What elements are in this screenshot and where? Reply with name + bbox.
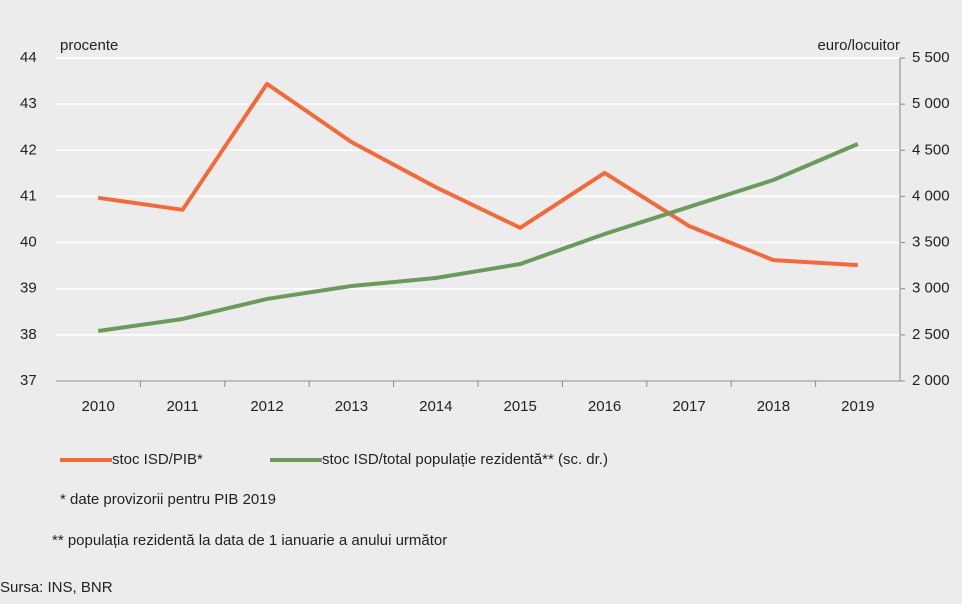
x-tick-label: 2013 <box>335 398 368 415</box>
y-tick-label: 42 <box>20 141 37 158</box>
y-tick-label: 41 <box>20 187 37 204</box>
chart: procente euro/locuitor * date provizorii… <box>0 0 962 604</box>
note: * date provizorii pentru PIB 2019 <box>60 491 276 508</box>
x-tick-label: 2018 <box>757 398 790 415</box>
x-tick-label: 2010 <box>82 398 115 415</box>
x-tick-label: 2015 <box>504 398 537 415</box>
y2-tick-label: 5 500 <box>912 49 950 66</box>
y2-axis-label: euro/locuitor <box>817 37 900 54</box>
x-tick-label: 2012 <box>250 398 283 415</box>
x-tick-label: 2016 <box>588 398 621 415</box>
y-tick-label: 39 <box>20 280 37 297</box>
y-tick-label: 44 <box>20 49 37 66</box>
x-tick-label: 2019 <box>841 398 874 415</box>
legend-label: stoc ISD/PIB* <box>112 451 203 468</box>
note: ** populația rezidentă la data de 1 ianu… <box>52 532 447 549</box>
y2-tick-label: 4 000 <box>912 187 950 204</box>
y2-tick-label: 4 500 <box>912 141 950 158</box>
y-tick-label: 37 <box>20 372 37 389</box>
y-tick-label: 43 <box>20 95 37 112</box>
y2-tick-label: 2 000 <box>912 372 950 389</box>
y2-tick-label: 3 000 <box>912 280 950 297</box>
background <box>0 0 962 604</box>
x-tick-label: 2014 <box>419 398 452 415</box>
y-tick-label: 40 <box>20 234 37 251</box>
legend-label: stoc ISD/total populație rezidentă** (sc… <box>322 451 608 468</box>
y-tick-label: 38 <box>20 326 37 343</box>
y2-tick-label: 5 000 <box>912 95 950 112</box>
y2-tick-label: 3 500 <box>912 234 950 251</box>
x-tick-label: 2017 <box>672 398 705 415</box>
source: Sursa: INS, BNR <box>0 579 113 596</box>
y-axis-label: procente <box>60 37 118 54</box>
y2-tick-label: 2 500 <box>912 326 950 343</box>
x-tick-label: 2011 <box>166 398 198 415</box>
